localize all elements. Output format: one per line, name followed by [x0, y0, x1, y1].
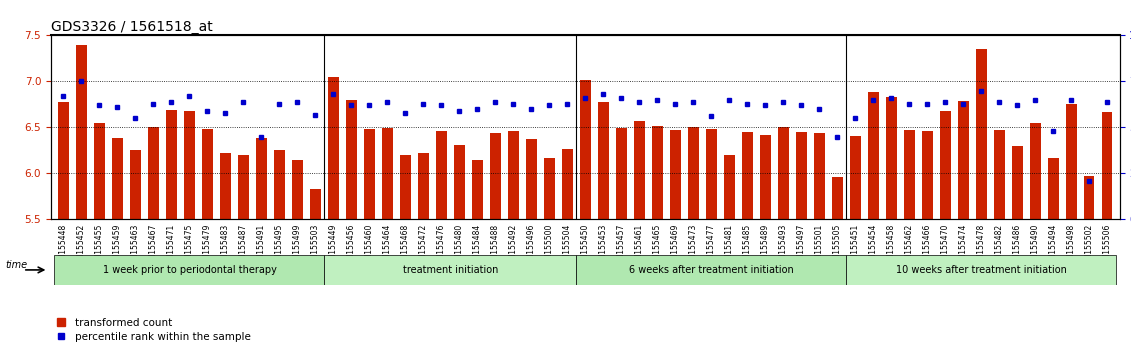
- Bar: [922, 131, 933, 219]
- Bar: [472, 160, 483, 219]
- Text: treatment initiation: treatment initiation: [403, 265, 498, 275]
- Bar: [1029, 123, 1041, 219]
- Bar: [688, 126, 699, 219]
- Bar: [724, 155, 735, 219]
- Bar: [1065, 103, 1077, 219]
- Bar: [831, 177, 843, 219]
- Bar: [867, 92, 879, 219]
- Bar: [238, 155, 249, 219]
- Bar: [742, 132, 752, 219]
- Bar: [310, 189, 321, 219]
- Bar: [221, 153, 231, 219]
- Bar: [778, 127, 788, 219]
- Bar: [184, 111, 195, 219]
- Bar: [562, 149, 572, 219]
- Bar: [292, 160, 303, 219]
- Bar: [166, 110, 176, 219]
- Bar: [940, 111, 950, 219]
- Bar: [58, 102, 69, 219]
- Bar: [580, 80, 590, 219]
- FancyBboxPatch shape: [325, 255, 577, 285]
- Text: GDS3326 / 1561518_at: GDS3326 / 1561518_at: [51, 21, 213, 34]
- Bar: [364, 129, 374, 219]
- Bar: [346, 100, 356, 219]
- Bar: [958, 101, 968, 219]
- Bar: [796, 132, 806, 219]
- Bar: [994, 130, 1004, 219]
- Bar: [886, 97, 897, 219]
- Bar: [76, 45, 87, 219]
- Bar: [706, 129, 717, 219]
- FancyBboxPatch shape: [846, 255, 1116, 285]
- Bar: [130, 149, 141, 219]
- Bar: [1102, 112, 1113, 219]
- Bar: [1012, 146, 1022, 219]
- Bar: [148, 127, 158, 219]
- Text: 6 weeks after treatment initiation: 6 weeks after treatment initiation: [629, 265, 794, 275]
- Bar: [112, 138, 123, 219]
- Bar: [382, 129, 392, 219]
- Bar: [256, 138, 267, 219]
- Bar: [651, 126, 663, 219]
- Bar: [328, 77, 339, 219]
- Bar: [814, 133, 824, 219]
- Bar: [400, 155, 411, 219]
- Bar: [544, 158, 554, 219]
- Text: time: time: [5, 261, 27, 270]
- Text: 10 weeks after treatment initiation: 10 weeks after treatment initiation: [896, 265, 1067, 275]
- Legend: transformed count, percentile rank within the sample: transformed count, percentile rank withi…: [57, 318, 251, 342]
- Bar: [202, 129, 213, 219]
- Bar: [1047, 158, 1059, 219]
- Bar: [274, 150, 285, 219]
- Bar: [435, 131, 447, 219]
- Bar: [454, 145, 465, 219]
- Bar: [598, 102, 608, 219]
- Bar: [760, 135, 770, 219]
- Bar: [490, 133, 501, 219]
- Bar: [849, 136, 861, 219]
- FancyBboxPatch shape: [54, 255, 325, 285]
- Text: 1 week prior to periodontal therapy: 1 week prior to periodontal therapy: [103, 265, 276, 275]
- Bar: [976, 49, 986, 219]
- Bar: [508, 131, 519, 219]
- Bar: [418, 153, 429, 219]
- Bar: [1083, 176, 1095, 219]
- Bar: [904, 130, 915, 219]
- Bar: [616, 129, 627, 219]
- Bar: [633, 121, 645, 219]
- Bar: [94, 123, 105, 219]
- FancyBboxPatch shape: [577, 255, 846, 285]
- Bar: [670, 130, 681, 219]
- Bar: [526, 139, 537, 219]
